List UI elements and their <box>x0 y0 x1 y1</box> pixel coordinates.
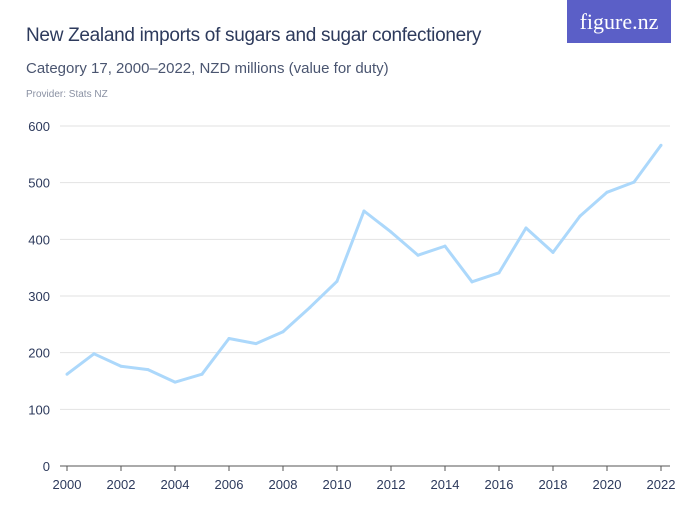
data-point <box>578 214 582 218</box>
data-point <box>119 364 123 368</box>
data-point <box>362 209 366 213</box>
chart-subtitle: Category 17, 2000–2022, NZD millions (va… <box>26 60 389 77</box>
data-point <box>632 180 636 184</box>
data-point <box>470 280 474 284</box>
provider-label: Provider: Stats NZ <box>26 89 108 100</box>
data-point <box>659 143 663 147</box>
data-point <box>65 372 69 376</box>
data-point <box>173 380 177 384</box>
data-point <box>281 330 285 334</box>
x-tick-label: 2010 <box>323 477 352 492</box>
figure-nz-logo[interactable]: figure.nz <box>567 0 671 43</box>
data-point <box>146 368 150 372</box>
data-point <box>497 271 501 275</box>
y-tick-label: 100 <box>28 402 50 417</box>
chart-title: New Zealand imports of sugars and sugar … <box>26 25 482 46</box>
data-point <box>200 372 204 376</box>
data-point <box>443 244 447 248</box>
x-tick-label: 2006 <box>215 477 244 492</box>
x-tick-label: 2004 <box>161 477 190 492</box>
y-tick-label: 600 <box>28 119 50 134</box>
y-tick-label: 200 <box>28 346 50 361</box>
data-point <box>389 230 393 234</box>
data-point <box>551 250 555 254</box>
data-point <box>605 190 609 194</box>
x-tick-label: 2022 <box>647 477 676 492</box>
y-tick-label: 500 <box>28 176 50 191</box>
data-point <box>92 352 96 356</box>
y-tick-label: 400 <box>28 232 50 247</box>
data-point <box>254 342 258 346</box>
data-point <box>227 337 231 340</box>
x-tick-label: 2008 <box>269 477 298 492</box>
x-tick-label: 2002 <box>107 477 136 492</box>
x-tick-label: 2012 <box>377 477 406 492</box>
x-tick-label: 2014 <box>431 477 460 492</box>
y-tick-label: 0 <box>43 459 50 474</box>
x-tick-label: 2018 <box>539 477 568 492</box>
x-tick-label: 2020 <box>593 477 622 492</box>
data-point <box>416 253 420 257</box>
data-point <box>335 279 339 283</box>
data-point <box>524 226 528 230</box>
x-tick-label: 2000 <box>53 477 82 492</box>
x-tick-label: 2016 <box>485 477 514 492</box>
y-tick-label: 300 <box>28 289 50 304</box>
data-point <box>308 305 312 309</box>
series-line <box>66 144 663 384</box>
